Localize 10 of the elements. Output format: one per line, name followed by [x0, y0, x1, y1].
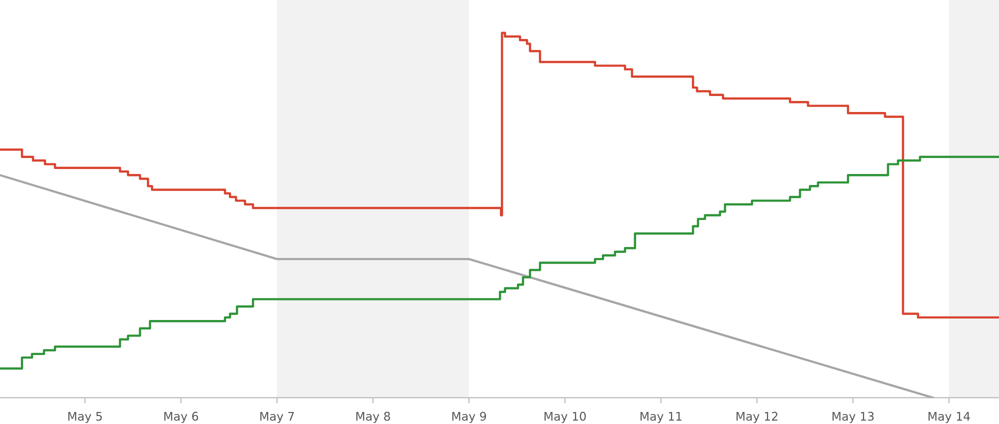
x-tick-label: May 8: [356, 412, 390, 424]
x-tick-label: May 7: [260, 412, 294, 424]
x-tick-label: May 14: [928, 412, 970, 424]
x-tick-label: May 5: [68, 412, 102, 424]
x-tick-label: May 6: [164, 412, 198, 424]
x-tick-label: May 12: [736, 412, 778, 424]
x-tick-label: May 11: [640, 412, 682, 424]
x-tick-label: May 10: [544, 412, 586, 424]
x-tick-label: May 9: [452, 412, 486, 424]
x-tick-label: May 13: [832, 412, 874, 424]
